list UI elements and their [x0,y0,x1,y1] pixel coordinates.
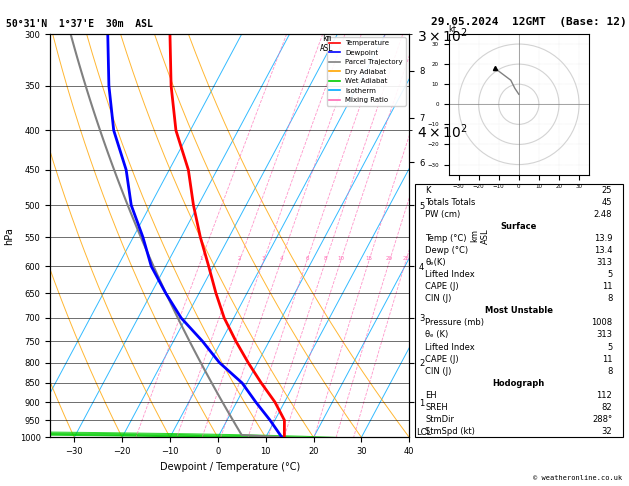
Text: 13.9: 13.9 [594,234,612,243]
Text: Pressure (mb): Pressure (mb) [425,318,484,328]
Text: StmSpd (kt): StmSpd (kt) [425,427,475,436]
Text: 5: 5 [607,343,612,351]
Text: PW (cm): PW (cm) [425,210,460,219]
Text: 2: 2 [238,256,242,260]
Text: 82: 82 [602,403,612,412]
Text: 313: 313 [596,330,612,340]
Text: 2.48: 2.48 [594,210,612,219]
Y-axis label: hPa: hPa [4,227,14,244]
Y-axis label: km
ASL: km ASL [470,228,490,243]
Text: CIN (J): CIN (J) [425,366,452,376]
Text: 25: 25 [602,186,612,195]
Text: 11: 11 [602,282,612,291]
Text: 13.4: 13.4 [594,246,612,255]
Text: CAPE (J): CAPE (J) [425,355,459,364]
Text: 8: 8 [607,295,612,303]
Text: 25: 25 [403,256,409,260]
Text: kt: kt [448,25,457,34]
Text: CIN (J): CIN (J) [425,295,452,303]
Text: CAPE (J): CAPE (J) [425,282,459,291]
Text: Totals Totals: Totals Totals [425,198,476,207]
Text: 15: 15 [365,256,372,260]
Legend: Temperature, Dewpoint, Parcel Trajectory, Dry Adiabat, Wet Adiabat, Isotherm, Mi: Temperature, Dewpoint, Parcel Trajectory… [326,37,406,106]
Text: 20: 20 [386,256,393,260]
Text: km
ASL: km ASL [320,34,334,53]
Text: Dewp (°C): Dewp (°C) [425,246,469,255]
Text: 112: 112 [596,391,612,399]
Text: 32: 32 [602,427,612,436]
Text: 288°: 288° [592,415,612,424]
Text: 6: 6 [305,256,309,260]
Text: © weatheronline.co.uk: © weatheronline.co.uk [533,475,623,481]
Text: 45: 45 [602,198,612,207]
X-axis label: Dewpoint / Temperature (°C): Dewpoint / Temperature (°C) [160,462,300,472]
Text: Hodograph: Hodograph [493,379,545,388]
Text: 5: 5 [607,270,612,279]
Text: Most Unstable: Most Unstable [485,306,553,315]
Text: Lifted Index: Lifted Index [425,343,475,351]
Text: 1008: 1008 [591,318,612,328]
Text: SREH: SREH [425,403,448,412]
Text: Lifted Index: Lifted Index [425,270,475,279]
Text: θₑ (K): θₑ (K) [425,330,448,340]
Text: 10: 10 [337,256,344,260]
Text: θₑ(K): θₑ(K) [425,258,446,267]
Text: Temp (°C): Temp (°C) [425,234,467,243]
Text: 8: 8 [324,256,328,260]
Text: 8: 8 [607,366,612,376]
Text: 50°31'N  1°37'E  30m  ASL: 50°31'N 1°37'E 30m ASL [6,19,153,30]
Text: LCL: LCL [416,428,431,437]
Text: Surface: Surface [501,222,537,231]
Text: 313: 313 [596,258,612,267]
Text: 11: 11 [602,355,612,364]
Text: EH: EH [425,391,437,399]
Text: K: K [425,186,431,195]
Text: 4: 4 [279,256,283,260]
Text: StmDir: StmDir [425,415,454,424]
Text: 3: 3 [262,256,265,260]
Text: 1: 1 [199,256,203,260]
Text: 29.05.2024  12GMT  (Base: 12): 29.05.2024 12GMT (Base: 12) [431,17,626,27]
